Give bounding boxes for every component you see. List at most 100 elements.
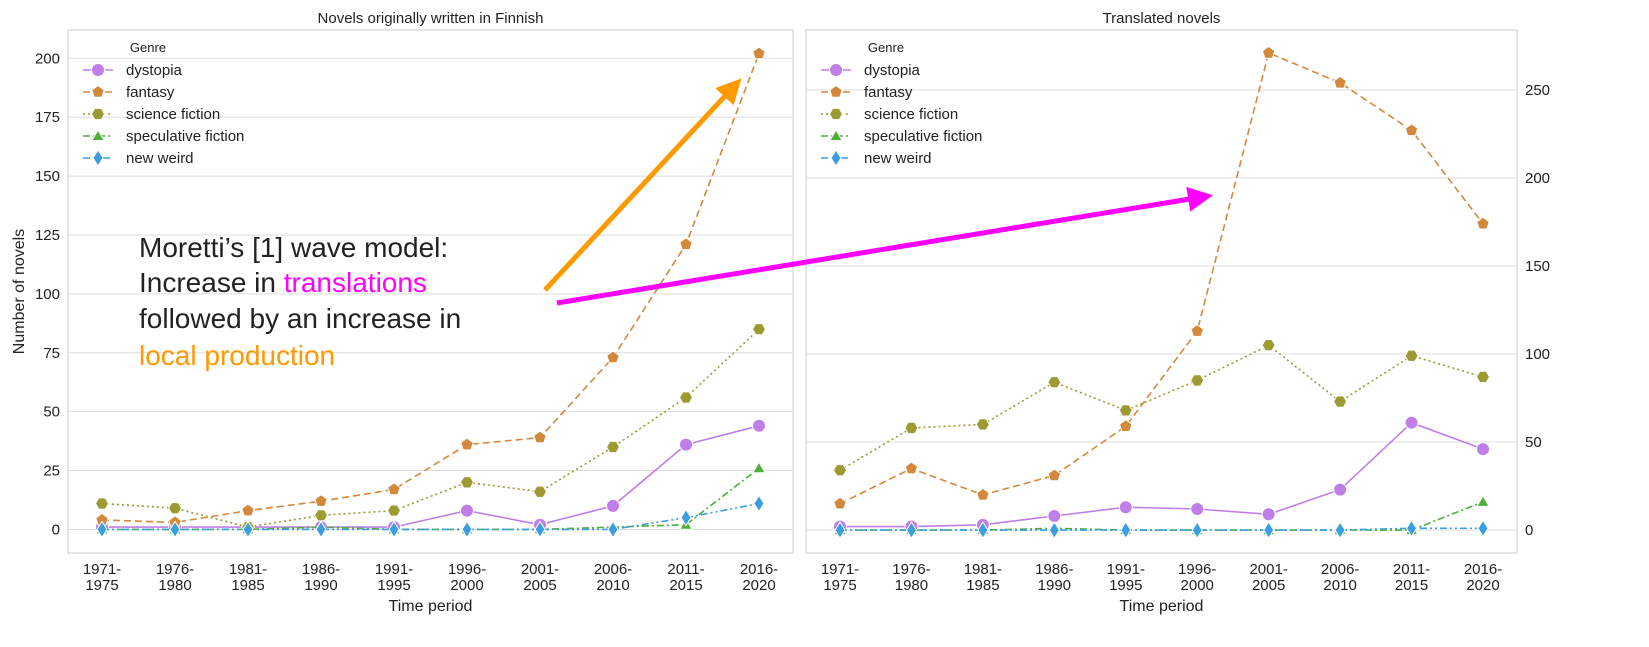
- data-point: [96, 520, 108, 539]
- plot-frame: [805, 29, 1518, 554]
- chart-title: Novels originally written in Finnish: [318, 10, 544, 27]
- x-tick-label: 1976-1980: [155, 561, 195, 594]
- data-point: [1333, 75, 1347, 89]
- data-point: [314, 494, 328, 507]
- data-point: [167, 502, 183, 515]
- x-tick-label: 1996-2000: [447, 561, 487, 594]
- legend-label: speculative fiction: [864, 128, 982, 145]
- data-point: [607, 520, 619, 539]
- annotation: followed by an increase in: [139, 303, 461, 334]
- legend-marker: [828, 107, 844, 121]
- data-point: [975, 418, 990, 431]
- legend-marker: [91, 129, 105, 141]
- data-point: [460, 437, 474, 451]
- data-point: [313, 509, 329, 522]
- legend-label: science fiction: [864, 106, 958, 123]
- x-tick-label: 1976-1980: [892, 561, 931, 594]
- data-point: [532, 485, 548, 498]
- x-tick-label: 2016-2020: [739, 561, 779, 594]
- data-point: [1047, 376, 1062, 389]
- legend-title: Genre: [130, 40, 166, 55]
- data-point: [1334, 521, 1346, 540]
- data-point: [1261, 339, 1276, 352]
- x-tick-label: 2011-2015: [1392, 561, 1431, 594]
- data-point: [1477, 519, 1489, 538]
- data-point: [1404, 415, 1419, 430]
- data-point: [606, 350, 620, 364]
- y-tick-label: 100: [35, 286, 60, 303]
- legend-label: new weird: [126, 150, 194, 167]
- x-tick-label: 1986-1990: [301, 561, 341, 594]
- x-tick-label: 2011-2015: [667, 561, 705, 594]
- data-point: [315, 520, 327, 539]
- data-point: [1261, 45, 1276, 59]
- data-point: [1190, 374, 1205, 387]
- y-tick-label: 125: [35, 227, 60, 244]
- data-point: [752, 461, 766, 474]
- data-point: [460, 503, 474, 518]
- x-tick-label: 1981-1985: [963, 561, 1003, 594]
- data-point: [834, 521, 846, 540]
- data-point: [1261, 507, 1276, 522]
- legend-marker: [92, 149, 104, 167]
- data-point: [606, 498, 620, 513]
- data-point: [387, 482, 401, 496]
- data-point: [1190, 501, 1205, 516]
- x-tick-label: 2016-2020: [1463, 561, 1503, 594]
- data-point: [169, 520, 181, 539]
- y-tick-label: 200: [1525, 170, 1550, 187]
- data-point: [680, 508, 692, 527]
- legend-label: fantasy: [126, 84, 175, 101]
- legend-label: dystopia: [864, 62, 921, 79]
- y-tick-label: 100: [1525, 346, 1550, 363]
- x-tick-label: 1986-1990: [1035, 561, 1074, 594]
- series-line: [101, 328, 760, 528]
- series-line: [102, 467, 760, 531]
- x-tick-label: 1996-2000: [1178, 561, 1217, 594]
- y-axis-label: Number of novels: [11, 229, 28, 354]
- data-point: [94, 497, 110, 510]
- data-point: [679, 437, 693, 452]
- data-point: [1476, 442, 1490, 457]
- x-tick-label: 1981-1985: [228, 561, 268, 594]
- data-point: [242, 520, 254, 539]
- data-point: [977, 521, 989, 540]
- data-point: [976, 487, 990, 501]
- arrow: [543, 78, 742, 292]
- data-point: [1405, 519, 1418, 538]
- legend-label: new weird: [864, 150, 932, 167]
- legend-marker: [90, 107, 106, 121]
- legend-label: dystopia: [126, 62, 183, 79]
- y-tick-label: 50: [43, 404, 60, 421]
- data-point: [904, 461, 919, 475]
- legend-label: speculative fiction: [126, 128, 244, 145]
- data-point: [833, 496, 847, 510]
- data-point: [1333, 482, 1348, 497]
- annotation-highlight: local production: [139, 340, 335, 371]
- legend-marker: [829, 84, 843, 98]
- legend-marker: [91, 63, 105, 77]
- series-line: [840, 527, 1483, 531]
- legend-marker: [829, 63, 843, 77]
- y-tick-label: 75: [43, 345, 60, 362]
- legend-title: Genre: [868, 40, 904, 55]
- data-point: [678, 391, 694, 404]
- legend-marker: [829, 129, 843, 141]
- legend-label: science fiction: [126, 106, 220, 123]
- x-tick-label: 2001-2005: [1249, 561, 1288, 594]
- data-point: [461, 520, 473, 539]
- data-point: [752, 418, 766, 433]
- y-tick-label: 175: [35, 109, 60, 126]
- x-tick-label: 2006-2010: [1320, 561, 1360, 594]
- data-point: [533, 430, 547, 444]
- data-point: [1475, 370, 1491, 383]
- y-tick-label: 50: [1525, 434, 1542, 451]
- annotation: Increase in: [139, 267, 284, 298]
- data-point: [1119, 419, 1133, 432]
- data-point: [534, 520, 546, 539]
- x-tick-label: 2006-2010: [593, 561, 633, 594]
- x-axis-label: Time period: [1120, 598, 1204, 615]
- y-tick-label: 250: [1525, 82, 1550, 99]
